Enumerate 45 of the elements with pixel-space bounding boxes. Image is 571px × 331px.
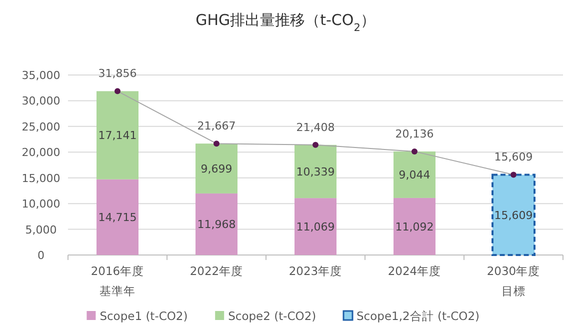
point	[510, 172, 516, 178]
data-label: 21,667	[197, 120, 236, 133]
data-label: 20,136	[395, 127, 434, 140]
legend-label: Scope1 (t-CO2)	[100, 309, 188, 323]
data-label: 15,609	[494, 208, 533, 222]
x-tick-label: 2030年度目標	[486, 263, 542, 300]
y-tick-label: 5,000	[25, 223, 57, 236]
y-tick-label: 35,000	[22, 69, 60, 82]
bar	[294, 198, 336, 255]
data-label: 10,339	[296, 165, 335, 178]
bar	[96, 179, 138, 255]
x-tick-label: 2022年度	[188, 263, 244, 280]
data-label: 21,408	[296, 120, 335, 134]
y-tick-label: 15,000	[22, 172, 60, 185]
y-tick-label: 20,000	[22, 146, 60, 160]
bar	[196, 193, 238, 255]
y-tick-label: 10,000	[22, 198, 60, 211]
data-label: 17,141	[98, 129, 137, 142]
bar	[196, 144, 238, 194]
x-tick-label: 2016年度基準年	[90, 263, 146, 300]
y-tick-label: 25,000	[22, 120, 60, 134]
bar	[394, 151, 436, 198]
data-label: 31,856	[98, 67, 137, 80]
legend-label: Scope2 (t-CO2)	[228, 309, 316, 323]
point	[114, 88, 120, 94]
data-label: 9,044	[398, 168, 430, 182]
chart-title: GHG排出量推移（t-CO$_{2}$）	[196, 11, 376, 34]
point	[312, 142, 318, 148]
point	[412, 148, 418, 154]
data-label: 9,699	[200, 162, 232, 176]
y-tick-label: 0	[38, 249, 44, 262]
bar	[394, 198, 436, 255]
legend-label: Scope1,2合計 (t-CO2)	[356, 309, 480, 323]
data-label: 15,609	[494, 150, 533, 164]
bar	[294, 144, 336, 198]
y-tick-label: 30,000	[22, 94, 60, 108]
data-label: 11,968	[197, 218, 236, 232]
x-tick-label: 2024年度	[386, 263, 442, 280]
bar	[492, 174, 536, 256]
x-tick-label: 2023年度	[288, 263, 344, 280]
point	[214, 140, 220, 147]
bar	[96, 91, 138, 180]
data-label: 11,092	[395, 220, 434, 234]
data-label: 11,069	[296, 220, 335, 234]
data-label: 14,715	[98, 211, 137, 224]
